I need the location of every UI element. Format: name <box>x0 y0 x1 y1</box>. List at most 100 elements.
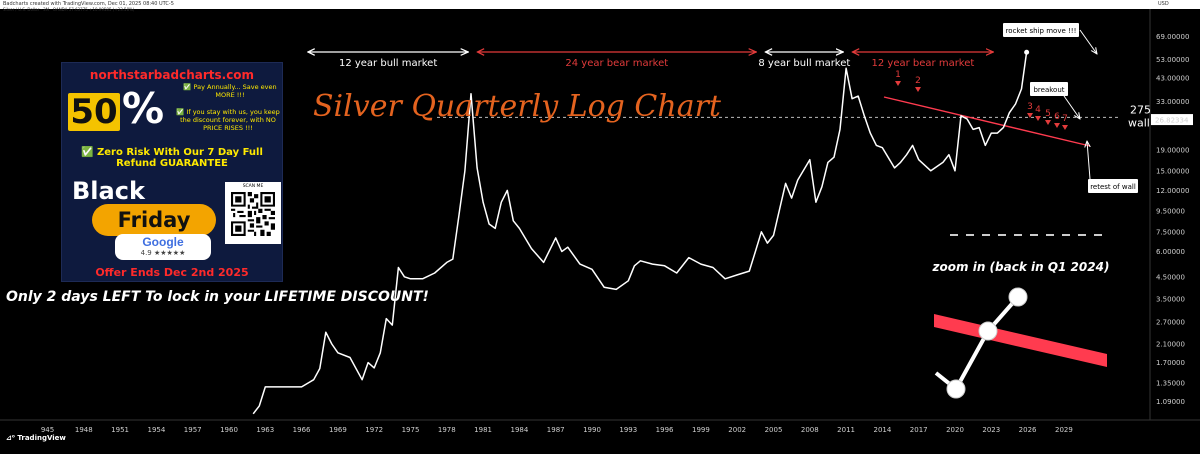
y-tick-label: 15.00000 <box>1156 167 1189 175</box>
y-tick-label: 1.35000 <box>1156 379 1185 387</box>
price-point <box>858 96 859 97</box>
bear-24-label: 24 year bear market <box>565 58 668 69</box>
chart-area[interactable]: 275 wall 12 year bull market 24 year bear m… <box>0 9 1200 454</box>
ad-offer-ends: Offer Ends Dec 2nd 2025 <box>95 266 249 279</box>
price-point <box>700 264 701 265</box>
price-point <box>833 157 834 158</box>
price-series-line <box>252 52 1028 415</box>
touch-label-2: 2 <box>915 76 921 86</box>
price-point <box>1015 103 1016 104</box>
touch-arrow-icon <box>1054 123 1060 128</box>
x-tick-label: 945 <box>41 426 54 434</box>
x-tick-label: 1999 <box>692 426 710 434</box>
price-point <box>555 237 556 238</box>
tradingview-logo[interactable]: ⊿⁰ TradingView <box>6 434 66 442</box>
price-point <box>531 248 532 249</box>
price-point <box>604 287 605 288</box>
touch-arrow-icon <box>1045 120 1051 125</box>
ad-google-rating-card: Google 4.9 ★★★★★ <box>115 234 211 260</box>
price-point <box>948 154 949 155</box>
price-point <box>725 278 726 279</box>
ad-scan-me: SCAN ME <box>242 184 264 189</box>
price-point <box>591 269 592 270</box>
price-point <box>434 272 435 273</box>
price-point <box>967 118 968 119</box>
price-point <box>543 262 544 263</box>
touch-label-5: 5 <box>1045 109 1051 119</box>
retest-callout-box <box>1088 179 1138 193</box>
price-point <box>882 147 883 148</box>
y-tick-label: 53.00000 <box>1156 56 1189 64</box>
price-point <box>368 362 369 363</box>
price-point <box>507 190 508 191</box>
price-point <box>301 386 302 387</box>
touch-arrow-icon <box>915 87 921 92</box>
x-tick-label: 1996 <box>656 426 674 434</box>
y-tick-label: 33.00000 <box>1156 98 1189 106</box>
price-point <box>404 276 405 277</box>
x-tick-label: 1960 <box>220 426 238 434</box>
x-tick-label: 2023 <box>982 426 1000 434</box>
price-point <box>386 318 387 319</box>
price-point <box>985 145 986 146</box>
ad-qr-card[interactable]: SCAN ME <box>225 182 281 244</box>
qr-code-icon[interactable] <box>231 192 275 236</box>
zoom-candle-dot <box>946 379 966 399</box>
price-point <box>1003 127 1004 128</box>
price-point <box>458 215 459 216</box>
ad-site-url[interactable]: northstarbadcharts.com <box>89 68 255 82</box>
price-point <box>265 386 266 387</box>
ad-percent-sign: % <box>122 84 165 133</box>
x-tick-label: 2008 <box>801 426 819 434</box>
ad-google-rating: 4.9 ★★★★★ <box>140 249 186 257</box>
touch-label-6: 6 <box>1054 112 1060 122</box>
price-point <box>422 278 423 279</box>
retest-pointer <box>1087 141 1090 180</box>
ad-fifty-badge: 50 <box>68 93 120 131</box>
black-friday-ad[interactable]: northstarbadcharts.com 50 % ✅ Pay Annual… <box>61 62 283 282</box>
x-tick-label: 1957 <box>184 426 202 434</box>
price-point <box>446 262 447 263</box>
price-point <box>912 145 913 146</box>
price-point <box>876 145 877 146</box>
price-point <box>930 170 931 171</box>
price-point <box>253 413 254 414</box>
price-point <box>755 251 756 252</box>
price-point <box>628 280 629 281</box>
price-point <box>688 257 689 258</box>
y-tick-label: 9.50000 <box>1156 208 1185 216</box>
price-point <box>712 267 713 268</box>
price-point <box>289 386 290 387</box>
price-point <box>809 159 810 160</box>
breakout-pointer <box>1063 95 1080 119</box>
touch-label-3: 3 <box>1027 102 1033 112</box>
price-point <box>652 264 653 265</box>
zoom-price-line <box>934 295 1020 393</box>
zoom-inset: zoom in (back in Q1 2024) <box>932 260 1109 399</box>
rocket-pointer <box>1079 29 1097 54</box>
x-tick-label: 2005 <box>765 426 783 434</box>
touch-label-4: 4 <box>1035 105 1041 115</box>
tradingview-logo-label: TradingView <box>17 434 66 442</box>
price-point <box>839 129 840 130</box>
rocket-callout-box <box>1003 23 1079 37</box>
x-tick-label: 1975 <box>402 426 420 434</box>
price-point <box>664 265 665 266</box>
wall-275-label: 275 <box>1130 103 1151 116</box>
y-tick-label: 6.00000 <box>1156 248 1185 256</box>
price-point <box>791 198 792 199</box>
x-tick-label: 2002 <box>728 426 746 434</box>
price-point <box>852 98 853 99</box>
price-point <box>973 129 974 130</box>
x-tick-label: 1981 <box>474 426 492 434</box>
y-tick-label: 2.10000 <box>1156 340 1185 348</box>
current-price-label: 26.82334 <box>1155 117 1189 125</box>
zoom-candle-dot <box>1008 287 1028 307</box>
x-tick-label: 1954 <box>147 426 165 434</box>
chart-title: Silver Quarterly Log Chart <box>313 89 721 124</box>
price-point <box>567 247 568 248</box>
price-point <box>991 133 992 134</box>
x-tick-label: 2020 <box>946 426 964 434</box>
price-point <box>362 379 363 380</box>
